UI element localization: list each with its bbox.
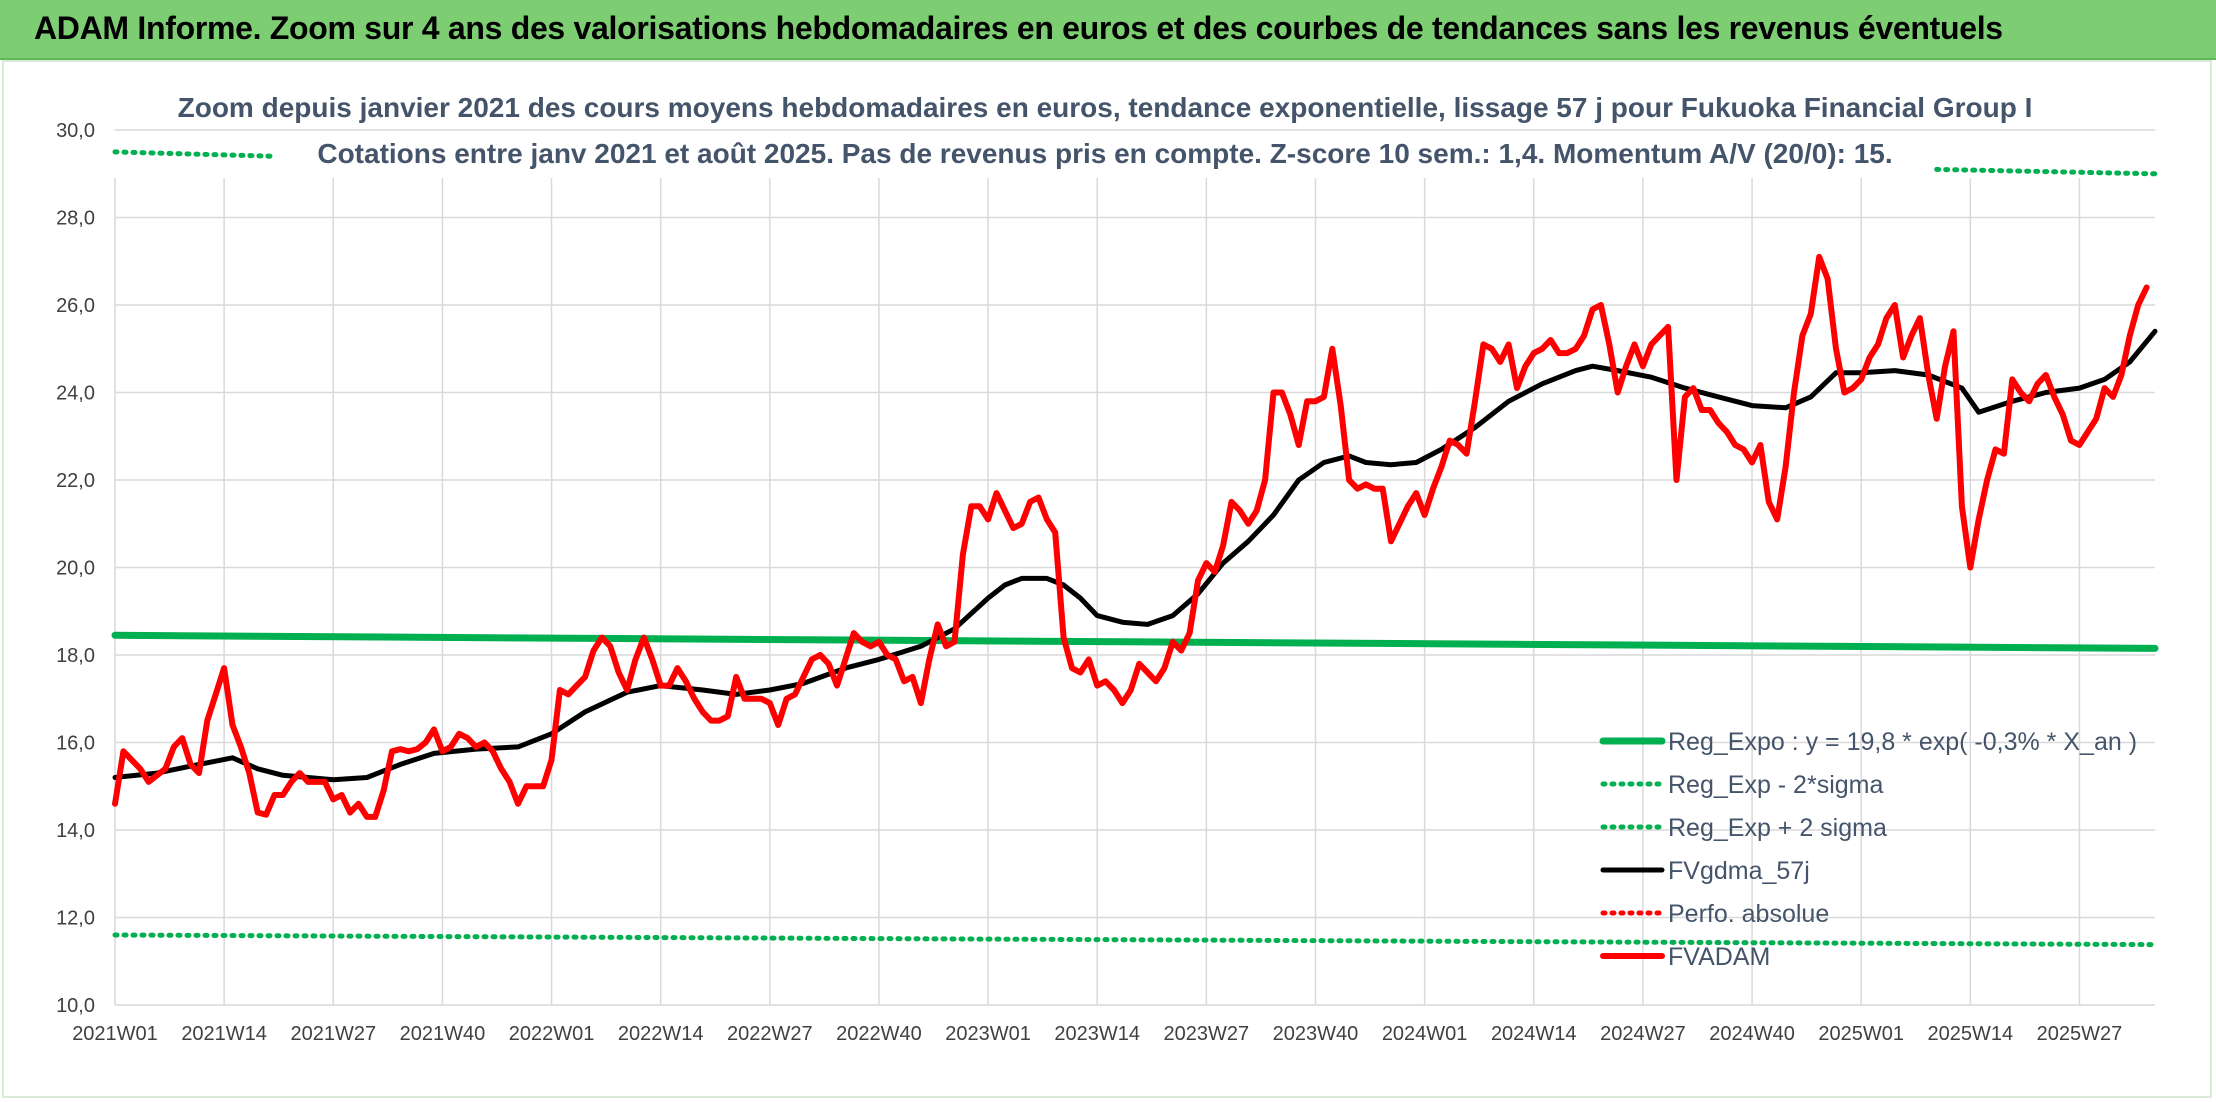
y-axis-ticks: 10,0 12,0 14,0 16,0 18,0 20,0 22,0 24,0 26,0 28,0… <box>56 120 95 1017</box>
chart-legend: Reg_Expo : y = 19,8 * exp( -0,3% * X_an … <box>1599 728 2137 971</box>
x-tick-label: 2023W40 <box>1273 1023 1359 1045</box>
y-tick-label: 26,0 <box>56 295 95 317</box>
legend-label-fvadam: FVADAM <box>1668 943 1770 971</box>
series-line-reg_expo <box>111 631 2159 652</box>
y-tick-label: 24,0 <box>56 383 95 405</box>
y-tick-label: 22,0 <box>56 470 95 492</box>
chart-series <box>111 149 2159 948</box>
chart-grid <box>114 129 2155 1006</box>
x-tick-label: 2025W27 <box>2037 1023 2123 1045</box>
legend-label-reg_expo: Reg_Expo : y = 19,8 * exp( -0,3% * X_an … <box>1668 728 2137 756</box>
y-tick-label: 30,0 <box>56 120 95 142</box>
chart-title-line1: Zoom depuis janvier 2021 des cours moyen… <box>178 92 2033 123</box>
y-tick-label: 20,0 <box>56 558 95 580</box>
y-tick-label: 14,0 <box>56 820 95 842</box>
x-tick-label: 2025W14 <box>1927 1023 2013 1045</box>
y-tick-label: 28,0 <box>56 208 95 230</box>
x-tick-label: 2024W40 <box>1709 1023 1795 1045</box>
series-line-fvadam <box>112 253 2150 820</box>
title-banner: ADAM Informe. Zoom sur 4 ans des valoris… <box>0 0 2216 60</box>
legend-label-reg_minus: Reg_Exp - 2*sigma <box>1668 771 1883 799</box>
x-tick-label: 2023W01 <box>945 1023 1031 1045</box>
x-tick-label: 2021W01 <box>72 1023 158 1045</box>
x-axis-ticks: 2021W01 2021W14 2021W27 2021W40 2022W01 2022W… <box>72 1023 2122 1045</box>
x-tick-label: 2022W14 <box>618 1023 704 1045</box>
page-title: ADAM Informe. Zoom sur 4 ans des valoris… <box>34 10 2003 46</box>
series-line-reg_minus <box>112 932 2158 948</box>
x-tick-label: 2022W27 <box>727 1023 813 1045</box>
legend-label-reg_plus: Reg_Exp + 2 sigma <box>1668 814 1887 842</box>
x-tick-label: 2021W27 <box>290 1023 376 1045</box>
x-tick-label: 2021W14 <box>181 1023 267 1045</box>
x-tick-label: 2022W01 <box>509 1023 595 1045</box>
series-line-reg_plus <box>112 149 277 159</box>
chart-frame <box>2 60 2212 1098</box>
y-tick-label: 10,0 <box>56 995 95 1017</box>
legend-label-fvgdma: FVgdma_57j <box>1668 857 1810 885</box>
y-tick-label: 12,0 <box>56 908 95 930</box>
x-tick-label: 2022W40 <box>836 1023 922 1045</box>
y-tick-label: 16,0 <box>56 733 95 755</box>
x-tick-label: 2025W01 <box>1818 1023 1904 1045</box>
x-tick-label: 2024W27 <box>1600 1023 1686 1045</box>
x-tick-label: 2024W01 <box>1382 1023 1468 1045</box>
x-tick-label: 2023W14 <box>1054 1023 1140 1045</box>
x-tick-label: 2024W14 <box>1491 1023 1577 1045</box>
chart-title-line2: Cotations entre janv 2021 et août 2025. … <box>317 138 1892 169</box>
series-line-fvgdma <box>112 328 2158 783</box>
y-tick-label: 18,0 <box>56 645 95 667</box>
series-line-reg_plus <box>1934 166 2158 177</box>
x-tick-label: 2021W40 <box>400 1023 486 1045</box>
x-tick-label: 2023W27 <box>1164 1023 1250 1045</box>
legend-label-perfo: Perfo. absolue <box>1668 900 1829 928</box>
